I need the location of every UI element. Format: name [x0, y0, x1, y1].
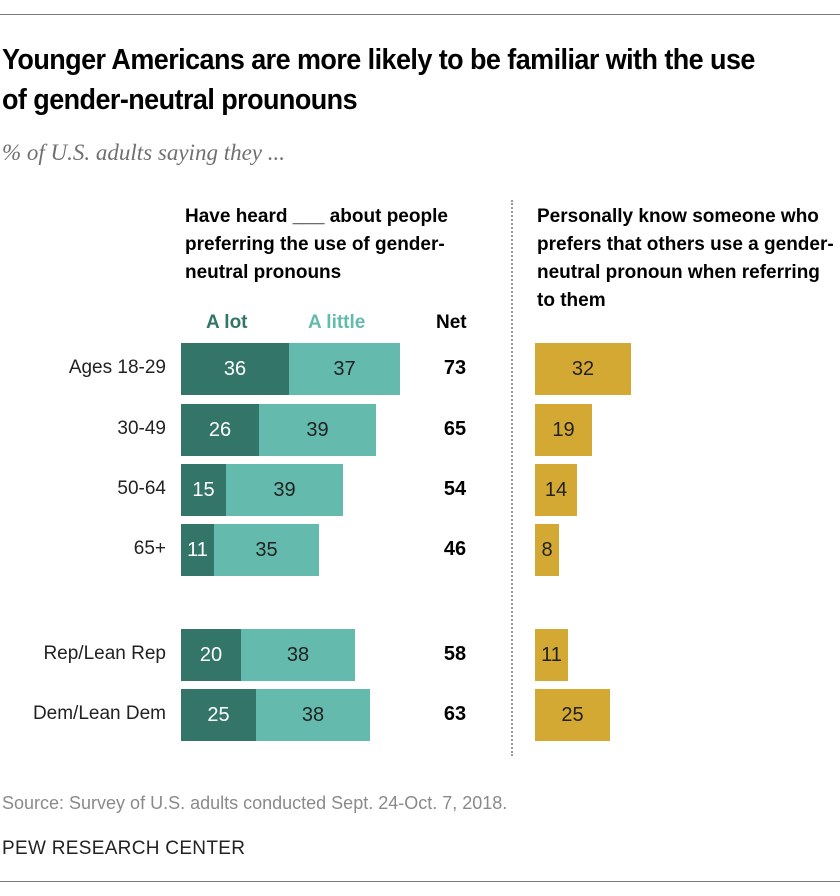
- bar-a-little: 35: [214, 524, 319, 576]
- column-divider: [511, 200, 513, 756]
- chart-title: Younger Americans are more likely to be …: [2, 44, 755, 116]
- row-label: Rep/Lean Rep: [43, 643, 166, 664]
- net-value: 58: [443, 643, 467, 665]
- bar-a-little: 38: [256, 689, 370, 741]
- legend-net: Net: [436, 312, 467, 333]
- bar-a-lot: 20: [181, 629, 241, 681]
- row-label: Dem/Lean Dem: [32, 703, 166, 724]
- org-credit: PEW RESEARCH CENTER: [2, 838, 246, 859]
- legend-a-little: A little: [308, 312, 366, 333]
- legend-a-lot: A lot: [206, 312, 248, 333]
- bar-a-little: 38: [241, 629, 355, 681]
- net-value: 46: [443, 538, 467, 560]
- bar-a-little: 39: [226, 464, 343, 516]
- top-rule: [0, 14, 840, 15]
- bar-a-lot: 11: [181, 524, 214, 576]
- heard-column-header: Have heard ___ about people preferring t…: [185, 206, 448, 283]
- bottom-rule: [0, 881, 840, 882]
- bar-a-lot: 26: [181, 404, 259, 456]
- know-column-header: Personally know someone who prefers that…: [537, 206, 834, 311]
- bar-know: 19: [535, 404, 592, 456]
- bar-know: 11: [535, 629, 568, 681]
- chart-subtitle: % of U.S. adults saying they ...: [2, 140, 285, 165]
- bar-a-lot: 15: [181, 464, 226, 516]
- net-value: 63: [443, 703, 467, 725]
- source-note: Source: Survey of U.S. adults conducted …: [2, 793, 508, 813]
- row-label: 30-49: [117, 418, 166, 439]
- bar-know: 14: [535, 464, 577, 516]
- net-value: 54: [443, 478, 467, 500]
- net-value: 73: [443, 357, 467, 379]
- bar-know: 32: [535, 343, 631, 395]
- row-label: Ages 18-29: [68, 357, 166, 378]
- bar-a-little: 37: [289, 343, 400, 395]
- row-label: 50-64: [117, 478, 166, 499]
- bar-know: 8: [535, 524, 559, 576]
- net-value: 65: [443, 418, 467, 440]
- bar-a-lot: 36: [181, 343, 289, 395]
- row-label: 65+: [133, 538, 166, 559]
- bar-a-little: 39: [259, 404, 376, 456]
- bar-know: 25: [535, 689, 610, 741]
- bar-a-lot: 25: [181, 689, 256, 741]
